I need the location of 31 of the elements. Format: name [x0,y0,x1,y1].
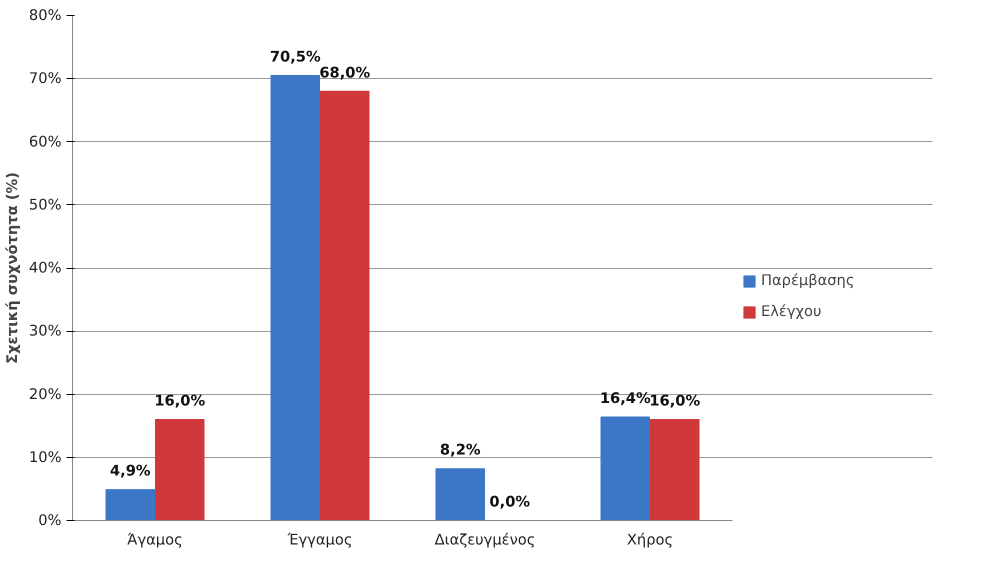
y-tick-label: 40% [28,260,62,276]
bar [600,416,650,520]
y-tick-label: 60% [28,133,62,150]
y-tick-label: 10% [28,448,62,466]
data-label: 16,4% [600,390,651,407]
data-label: 0,0% [489,494,530,510]
y-axis-title: Σχετική συχνότητα (%) [4,172,21,364]
legend-label: Ελέγχου [761,303,822,320]
y-tick-label: 0% [38,512,62,529]
bar [650,419,700,520]
y-tick-label: 70% [28,70,62,88]
x-tick-label: Χήρος [626,532,674,548]
y-tick-label: 80% [28,7,62,24]
bar [320,90,370,520]
data-label: 70,5% [270,48,321,66]
bar [270,74,320,520]
y-tick-label: 20% [28,386,62,403]
x-tick-label: Έγγαμος [286,532,352,548]
legend-label: Παρέμβασης [761,272,854,289]
data-label: 8,2% [440,442,481,459]
x-tick-label: Άγαμος [127,532,183,548]
bar [105,489,156,520]
data-label: 4,9% [110,462,151,480]
y-tick-label: 50% [28,196,62,214]
bar [154,419,205,520]
data-label: 16,0% [649,392,700,410]
data-label: 16,0% [154,392,206,410]
y-tick-label: 30% [28,322,62,340]
x-tick-label: Διαζευγμένος [434,532,536,548]
bar [435,468,486,520]
data-label: 68,0% [319,64,370,82]
